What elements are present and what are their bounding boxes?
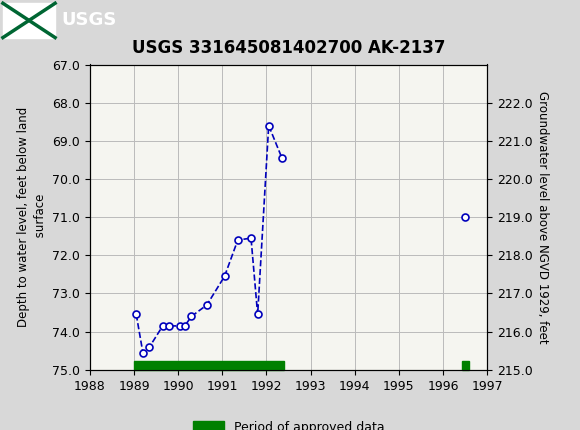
Y-axis label: Depth to water level, feet below land
 surface: Depth to water level, feet below land su…: [17, 107, 46, 327]
Y-axis label: Groundwater level above NGVD 1929, feet: Groundwater level above NGVD 1929, feet: [536, 91, 549, 344]
Text: USGS: USGS: [61, 12, 116, 29]
Bar: [462, 361, 469, 370]
Title: USGS 331645081402700 AK-2137: USGS 331645081402700 AK-2137: [132, 40, 445, 57]
Legend: Period of approved data: Period of approved data: [187, 416, 390, 430]
Bar: [134, 361, 284, 370]
Bar: [3, 3, 55, 37]
